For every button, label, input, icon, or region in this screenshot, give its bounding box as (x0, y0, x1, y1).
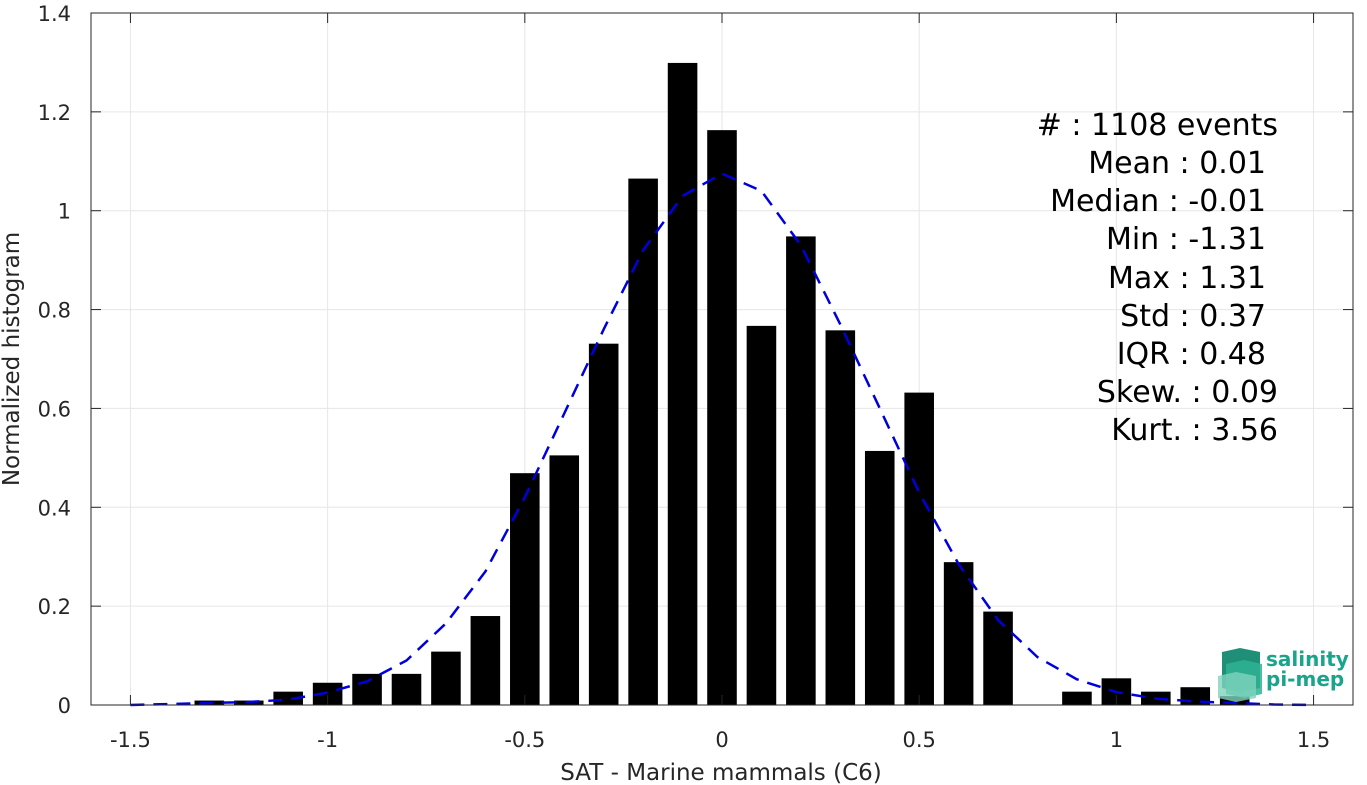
stat-mean: Mean : 0.01 (1088, 146, 1266, 181)
y-tick-label: 1 (58, 200, 71, 224)
histogram-bar (470, 616, 501, 705)
histogram-bar (707, 130, 737, 705)
stat-iqr: IQR : 0.48 (1117, 337, 1266, 372)
x-tick-label: 0.5 (902, 728, 935, 752)
statistics-annotations: # : 1108 events Mean : 0.01 Median : -0.… (1037, 108, 1278, 448)
histogram-bar (786, 236, 816, 705)
histogram-bar (983, 611, 1013, 705)
histogram-bar (312, 682, 343, 705)
histogram-bar (1062, 691, 1092, 705)
histogram-bar (431, 651, 461, 705)
histogram-bar (510, 473, 540, 705)
histogram-bar (746, 325, 777, 705)
histogram-bar (904, 392, 934, 705)
x-tick-label: 1.5 (1297, 728, 1330, 752)
histogram-bar (391, 673, 422, 705)
normal-fit-curve (130, 172, 1314, 707)
histogram-bar (667, 62, 698, 706)
histogram-bars (194, 62, 1250, 706)
histogram-bar (943, 562, 974, 705)
y-axis-title: Normalized histogram (0, 232, 25, 486)
x-tick-label: 0 (715, 728, 728, 752)
histogram-bar (864, 450, 895, 705)
y-tick-label: 1.4 (38, 2, 71, 26)
y-tick-label: 0.8 (38, 299, 71, 323)
x-tick-label: -0.5 (504, 728, 545, 752)
y-tick-label: 0 (58, 694, 71, 718)
y-tick-label: 0.2 (38, 595, 71, 619)
histogram-bar (825, 330, 856, 705)
histogram-bar (352, 673, 382, 705)
stat-count: # : 1108 events (1037, 108, 1278, 143)
y-tick-label: 1.2 (38, 101, 71, 125)
x-tick-label: -1.5 (110, 728, 151, 752)
stat-skew: Skew. : 0.09 (1097, 375, 1278, 410)
stat-median: Median : -0.01 (1050, 184, 1266, 219)
y-tick-label: 0.4 (38, 496, 71, 520)
histogram-bar (588, 343, 619, 705)
histogram-bar (273, 691, 303, 705)
logo-line2: pi-mep (1266, 667, 1344, 691)
axes (90, 12, 1354, 706)
x-axis-title: SAT - Marine mammals (C6) (560, 760, 882, 785)
tick-labels: -1.5 -1 -0.5 0 0.5 1 1.5 0 0.2 0.4 0.6 0.8 1 1.2 1.4 (38, 2, 1331, 752)
stat-max: Max : 1.31 (1108, 261, 1266, 296)
salinity-pi-mep-logo: salinity pi-mep (1218, 647, 1349, 702)
histogram-bar (549, 455, 580, 705)
histogram-bar (628, 178, 658, 706)
stat-kurt: Kurt. : 3.56 (1111, 413, 1278, 448)
y-tick-label: 0.6 (38, 397, 71, 421)
wave-logo-icon (1218, 648, 1262, 702)
logo-line1: salinity (1266, 647, 1349, 671)
x-tick-label: 1 (1110, 728, 1123, 752)
stat-std: Std : 0.37 (1120, 299, 1266, 334)
x-tick-label: -1 (317, 728, 338, 752)
stat-min: Min : -1.31 (1106, 222, 1266, 257)
